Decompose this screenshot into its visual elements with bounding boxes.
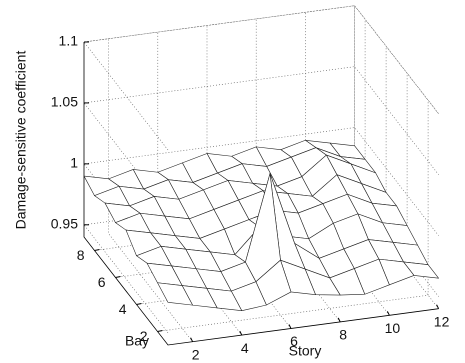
y-tick-label: 8 [77,247,85,263]
y-tick [157,330,163,332]
y-tick [94,249,100,251]
x-tick-label: 4 [241,340,249,356]
x-tick-label: 12 [434,313,450,329]
x-tick-label: 10 [385,320,401,336]
x-tick [436,304,440,309]
x-tick [386,311,390,316]
grid-line [83,66,439,212]
x-axis-label: Story [289,343,322,359]
surface-cell [157,282,193,306]
x-tick [239,330,243,336]
x-tick [190,337,194,342]
z-tick-label: 1 [70,155,78,171]
x-tick [337,317,341,323]
y-tick-label: 4 [119,301,127,317]
x-tick-label: 2 [192,346,200,362]
y-tick-label: 6 [98,274,106,290]
grid-line [83,5,439,151]
grid-line [108,38,193,342]
z-tick-label: 1.1 [59,33,79,49]
z-tick-label: 0.95 [51,216,78,232]
z-axis-label: Damage-sensitive coefficient [13,51,29,230]
x-tick-label: 8 [339,327,347,343]
z-tick-label: 1.05 [51,94,78,110]
axis-line [83,42,439,346]
grid-line [157,100,429,332]
x-tick [288,324,292,329]
x-tick-label: 6 [290,333,298,349]
grid-line [83,127,439,273]
y-tick-label: 2 [140,328,148,344]
y-tick [136,303,142,305]
box-edge [83,5,439,114]
y-tick [115,276,121,278]
y-axis-label: Bay [125,333,149,349]
